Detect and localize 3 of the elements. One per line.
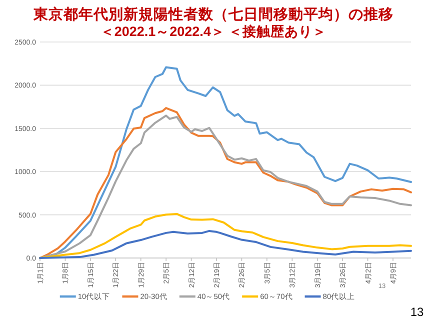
chart-subtitle: ＜2022.1～2022.4＞ ＜接触歴あり＞ [100,23,327,39]
text: 13 [410,305,424,319]
chart-title: 東京都年代別新規陽性者数（七日間移動平均）の推移 [32,5,394,23]
